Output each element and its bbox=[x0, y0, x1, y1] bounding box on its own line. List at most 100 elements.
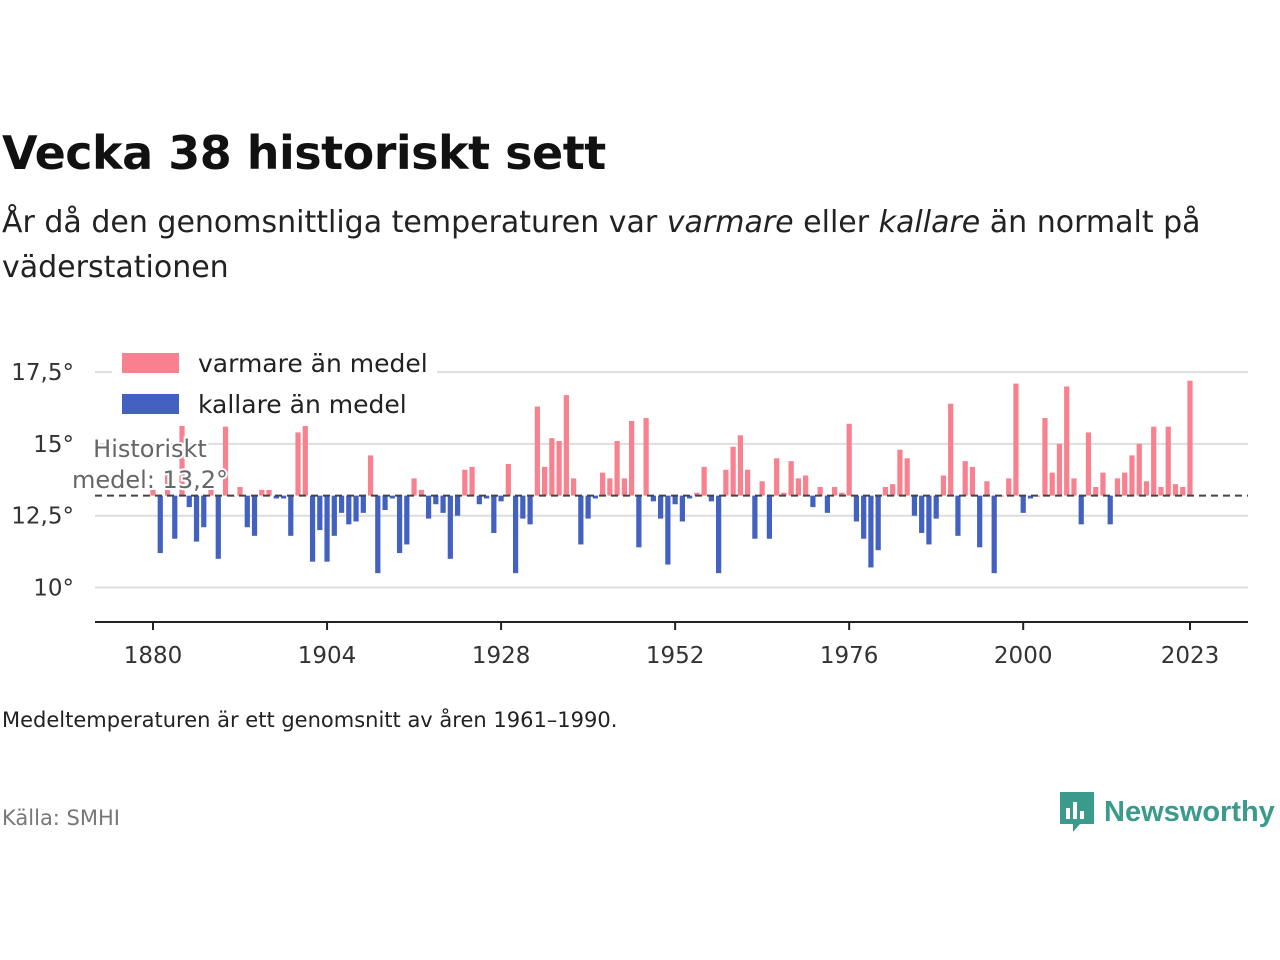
bar bbox=[955, 495, 961, 536]
bar bbox=[1042, 418, 1048, 496]
temperature-bar-chart: Historiskt medel: 13,2° 10°12,5°15°17,5°1… bbox=[11, 342, 1248, 669]
bar bbox=[150, 489, 156, 496]
bar bbox=[795, 478, 802, 496]
legend-swatch-cold bbox=[122, 394, 179, 414]
bar bbox=[520, 495, 526, 519]
bar bbox=[1085, 432, 1092, 496]
brand-name: Newsworthy bbox=[1104, 795, 1275, 828]
legend-label-warm: varmare än medel bbox=[198, 349, 428, 378]
bar bbox=[672, 495, 678, 505]
legend: varmare än medel kallare än medel bbox=[112, 342, 437, 426]
bars-group bbox=[150, 380, 1193, 574]
y-tick-label: 12,5° bbox=[11, 504, 74, 530]
bar bbox=[861, 495, 867, 539]
bar bbox=[433, 495, 439, 505]
bar bbox=[505, 464, 511, 496]
bar bbox=[832, 487, 838, 496]
x-tick-label: 1904 bbox=[298, 643, 357, 669]
bar bbox=[302, 423, 308, 496]
bar bbox=[549, 438, 555, 496]
axes-group: 10° 12,5° 15° 17,5° 1880 1904 1928 1952 1976 2000… bbox=[11, 360, 1248, 669]
brand-logo: Newsworthy bbox=[1058, 790, 1275, 834]
bar bbox=[1013, 383, 1019, 496]
footnote: Medeltemperaturen är ett genomsnitt av å… bbox=[2, 708, 618, 732]
bar bbox=[882, 487, 889, 496]
bar bbox=[752, 495, 758, 539]
bar bbox=[824, 495, 831, 513]
bar bbox=[425, 495, 432, 519]
bar bbox=[251, 495, 258, 536]
bar bbox=[273, 495, 279, 499]
bar bbox=[788, 461, 794, 496]
bar bbox=[1107, 495, 1113, 525]
subtitle-part-3: än normalt på väderstationen bbox=[2, 205, 1201, 285]
bar bbox=[418, 489, 424, 496]
bar bbox=[839, 492, 845, 496]
bar bbox=[193, 495, 200, 542]
bar bbox=[454, 495, 461, 516]
bar bbox=[1151, 426, 1157, 496]
bar bbox=[962, 461, 968, 496]
bar bbox=[1129, 455, 1135, 496]
bar bbox=[940, 475, 947, 496]
bar bbox=[1165, 426, 1171, 496]
chart-subtitle: År då den genomsnittliga temperaturen va… bbox=[2, 200, 1262, 290]
bar bbox=[817, 487, 823, 496]
bar bbox=[810, 495, 816, 508]
bar bbox=[911, 495, 918, 516]
bar bbox=[1071, 478, 1077, 496]
bar bbox=[766, 495, 773, 539]
x-tick-label: 2000 bbox=[994, 643, 1053, 669]
bar bbox=[440, 495, 446, 513]
bar bbox=[585, 495, 591, 519]
bar bbox=[570, 478, 577, 496]
bar bbox=[266, 489, 272, 496]
bar bbox=[969, 466, 976, 496]
bar bbox=[875, 495, 881, 551]
legend-swatch-warm bbox=[122, 353, 179, 373]
bar bbox=[476, 495, 482, 505]
bar bbox=[600, 472, 606, 496]
x-tick-label: 1928 bbox=[472, 643, 531, 669]
bar bbox=[868, 495, 874, 568]
bar bbox=[469, 466, 475, 496]
bar bbox=[1027, 495, 1034, 499]
bar bbox=[324, 495, 330, 562]
bar bbox=[650, 495, 656, 502]
bar bbox=[1006, 478, 1012, 496]
bar bbox=[1064, 386, 1070, 496]
x-tick-label: 2023 bbox=[1161, 643, 1220, 669]
bar bbox=[367, 455, 374, 496]
bar bbox=[977, 495, 983, 548]
bar bbox=[723, 469, 729, 496]
bar bbox=[1020, 495, 1026, 513]
bar bbox=[157, 495, 163, 554]
bar bbox=[991, 495, 997, 574]
bar bbox=[1056, 443, 1063, 496]
bar bbox=[1114, 478, 1121, 496]
bar bbox=[658, 495, 664, 519]
bar bbox=[244, 495, 250, 528]
bar bbox=[1143, 481, 1150, 496]
subtitle-part-2: eller bbox=[793, 205, 879, 240]
bar bbox=[694, 492, 700, 496]
bar bbox=[186, 495, 192, 508]
x-tick-label: 1952 bbox=[646, 643, 705, 669]
bar bbox=[527, 495, 533, 525]
bar bbox=[338, 495, 345, 513]
bar bbox=[447, 495, 453, 559]
source-label: Källa: SMHI bbox=[2, 806, 120, 830]
bar bbox=[948, 403, 954, 496]
bar bbox=[288, 495, 294, 536]
bar bbox=[164, 472, 171, 496]
bar bbox=[179, 409, 185, 496]
bar bbox=[1122, 472, 1128, 496]
y-tick-label: 17,5° bbox=[11, 360, 74, 386]
x-tick-label: 1976 bbox=[820, 643, 879, 669]
bar bbox=[375, 495, 381, 574]
bar bbox=[897, 449, 903, 496]
bar bbox=[643, 418, 649, 496]
bar bbox=[933, 495, 939, 519]
bar bbox=[926, 495, 932, 545]
bar bbox=[541, 466, 548, 496]
